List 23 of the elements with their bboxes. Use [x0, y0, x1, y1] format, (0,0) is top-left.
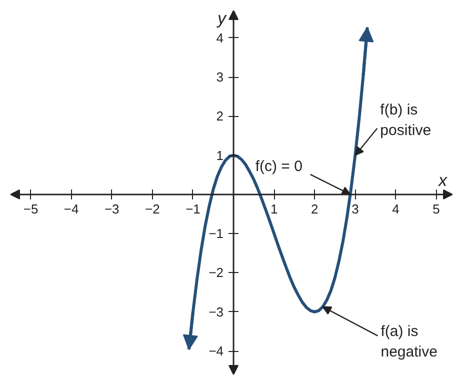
annotation: f(b) is positive: [380, 102, 432, 140]
x-tick-label: 2: [311, 201, 318, 216]
x-tick-label: 5: [432, 201, 440, 216]
x-tick-label: −2: [145, 201, 160, 216]
x-tick-label: −3: [104, 201, 120, 216]
y-tick-label: 4: [216, 30, 224, 46]
y-tick-label: 3: [216, 70, 224, 85]
y-axis-title: y: [216, 9, 228, 28]
x-axis-title: x: [438, 170, 448, 190]
annotation: f(a) is negative: [380, 323, 438, 360]
x-tick-label: −1: [186, 201, 200, 216]
x-tick-label: −5: [23, 201, 38, 216]
y-tick-label: −1: [208, 226, 224, 242]
annotation: f(c) = 0: [255, 158, 302, 175]
y-tick-label: −3: [208, 304, 224, 320]
x-tick-label: 3: [352, 201, 359, 216]
y-tick-label: −4: [208, 344, 224, 359]
x-tick-label: 4: [392, 201, 400, 216]
y-tick-label: 1: [216, 148, 224, 163]
y-tick-label: 2: [216, 108, 224, 124]
x-tick-label: −4: [64, 201, 79, 216]
x-tick-label: 1: [270, 201, 278, 216]
y-tick-label: −2: [208, 265, 224, 280]
